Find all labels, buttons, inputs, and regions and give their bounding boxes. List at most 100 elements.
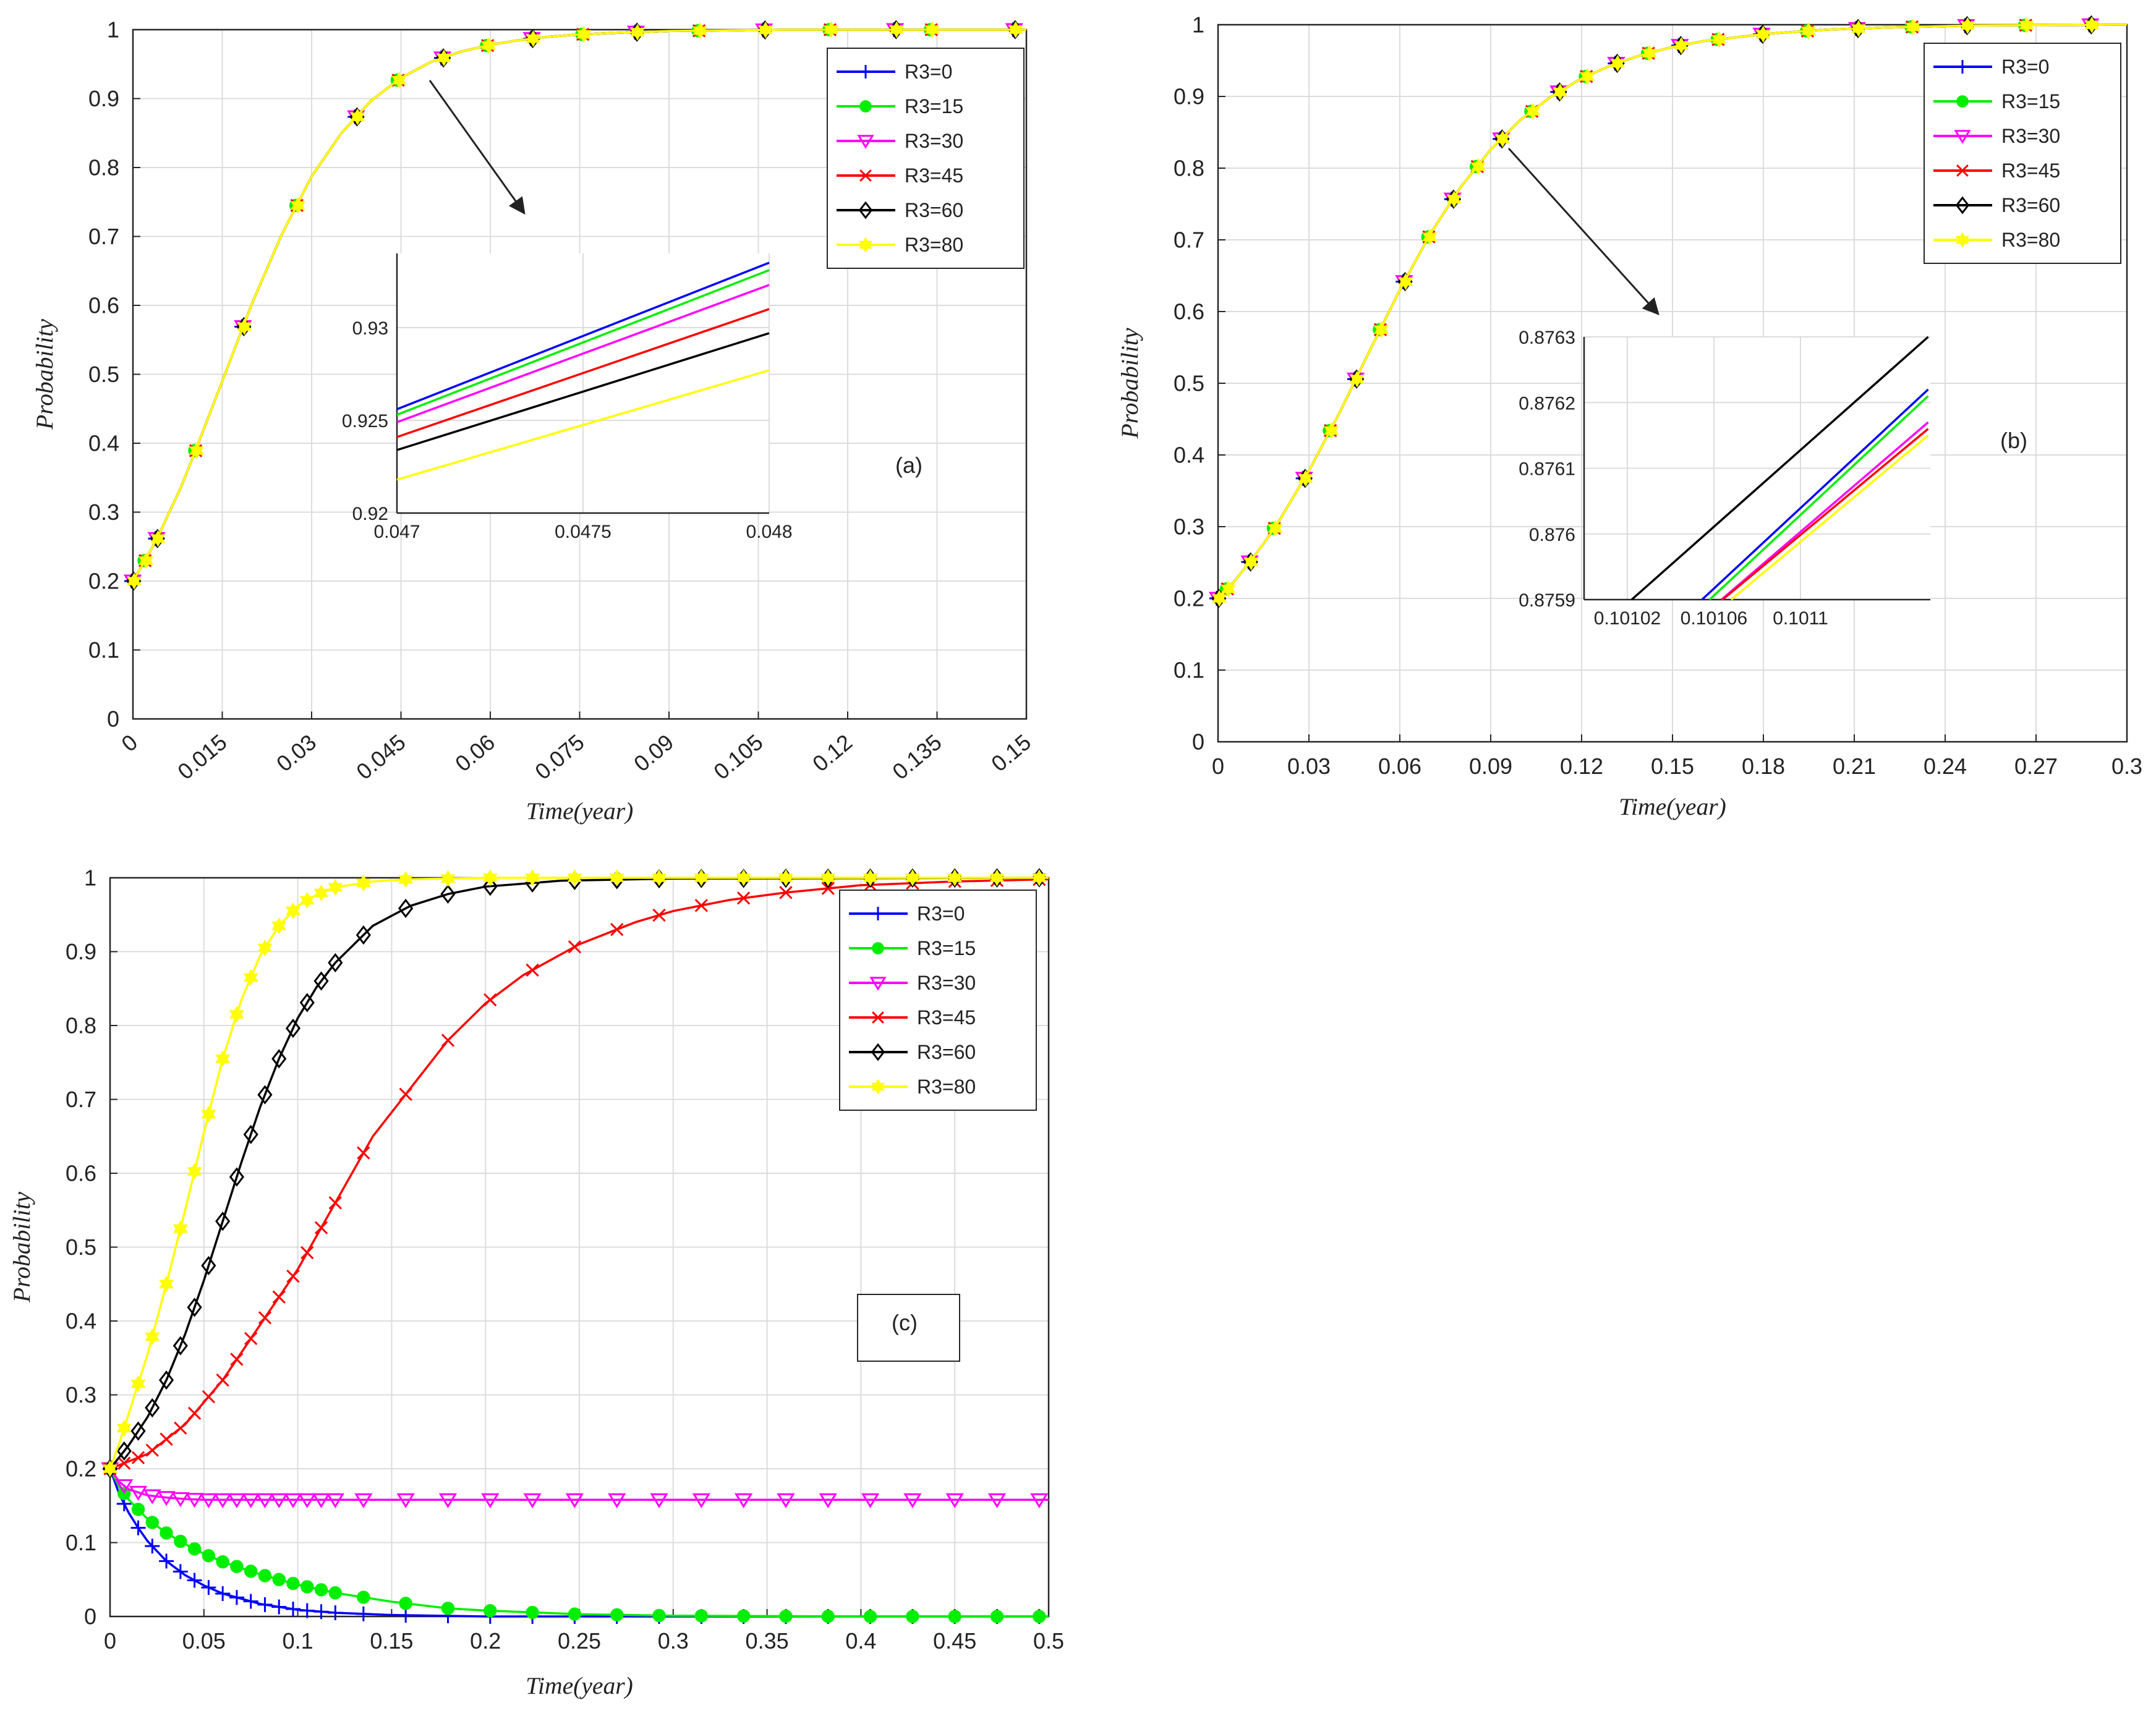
y-axis-label: Probability: [1116, 328, 1143, 439]
inset-x-tick-label: 0.10102: [1594, 608, 1661, 629]
data-point: [243, 1594, 258, 1609]
y-tick-label: 0.7: [1174, 227, 1204, 253]
data-point: [1033, 1610, 1046, 1623]
data-point: [286, 1269, 300, 1283]
legend-marker: [871, 1043, 885, 1061]
data-point: [1268, 520, 1283, 537]
inset-y-tick-label: 0.925: [342, 411, 388, 431]
x-tick-label: 0.015: [173, 729, 231, 784]
legend-entry: R3=30: [905, 130, 963, 152]
data-point: [821, 881, 835, 895]
legend-marker: [1955, 196, 1970, 214]
legend-entry: R3=15: [2001, 90, 2060, 113]
data-point: [300, 1246, 314, 1260]
inset-y-tick-label: 0.93: [352, 318, 388, 339]
y-tick-label: 0: [1192, 729, 1204, 755]
legend-entry: R3=60: [917, 1041, 976, 1063]
legend-entry: R3=80: [905, 234, 963, 256]
data-point: [258, 1569, 272, 1582]
data-point: [185, 1493, 204, 1508]
y-tick-label: 0.9: [88, 86, 119, 111]
data-point: [313, 971, 329, 991]
data-point: [174, 1421, 187, 1435]
data-point: [173, 1220, 188, 1238]
inset-x-tick-label: 0.0475: [555, 522, 611, 542]
x-tick-label: 0.4: [845, 1628, 876, 1654]
x-tick-label: 0.12: [1560, 754, 1603, 779]
data-point: [694, 899, 709, 912]
zoom-inset: 0.047 0.0475 0.048 0.92 0.925 0.93: [342, 253, 793, 542]
x-tick-label: 0.09: [1469, 754, 1512, 779]
data-point: [270, 1493, 288, 1508]
data-point: [285, 1018, 301, 1039]
legend-marker: [859, 169, 872, 182]
data-point: [313, 884, 329, 902]
data-point: [328, 953, 343, 973]
legend-entry: R3=60: [2001, 194, 2060, 216]
inset-line-R3=60: [1630, 336, 1929, 601]
data-point: [1610, 54, 1626, 72]
data-point: [438, 1493, 458, 1508]
data-point: [820, 869, 836, 886]
x-tick-label: 0.35: [746, 1628, 789, 1654]
data-point: [861, 1493, 880, 1508]
y-tick-label: 0.5: [88, 362, 119, 387]
data-point: [2084, 16, 2099, 33]
data-point: [356, 925, 371, 945]
data-point: [202, 1549, 216, 1563]
data-point: [819, 1493, 837, 1508]
data-point: [228, 1493, 246, 1508]
data-point: [230, 1560, 244, 1573]
y-tick-label: 0.3: [88, 499, 119, 525]
data-point: [229, 1590, 244, 1605]
x-tick-label: 0.15: [1651, 754, 1694, 779]
inset-y-tick-label: 0.8761: [1519, 459, 1575, 480]
data-point: [173, 1336, 188, 1356]
data-point: [925, 21, 940, 38]
data-point: [652, 1608, 666, 1623]
inset-y-tick-label: 0.8763: [1519, 328, 1575, 348]
data-point: [889, 21, 904, 38]
data-point: [215, 1050, 230, 1068]
y-tick-label: 0.4: [1174, 443, 1204, 468]
data-point: [441, 1034, 455, 1047]
legend-marker: [1956, 60, 1969, 74]
data-point: [143, 1489, 161, 1505]
data-point: [987, 1493, 1007, 1508]
data-point: [145, 1539, 160, 1554]
data-point: [1642, 45, 1657, 62]
data-point: [202, 1390, 216, 1404]
data-point: [398, 1607, 414, 1623]
data-point: [127, 572, 142, 590]
data-point: [1350, 370, 1365, 388]
x-tick-label: 0.135: [887, 729, 946, 784]
series-R3=30: [101, 1462, 1049, 1508]
data-point: [396, 1493, 415, 1508]
data-point: [440, 884, 456, 904]
data-point: [399, 1597, 412, 1610]
data-point: [299, 993, 315, 1013]
data-point: [1851, 20, 1866, 37]
data-point: [694, 869, 709, 886]
inset-y-tick-label: 0.92: [352, 504, 388, 524]
data-point: [187, 1542, 202, 1556]
data-point: [328, 1196, 342, 1210]
data-point: [483, 869, 498, 886]
data-point: [350, 108, 365, 125]
inset-x-tick-label: 0.10106: [1681, 608, 1747, 629]
x-tick-label: 0.27: [2014, 754, 2058, 779]
data-point: [129, 1485, 148, 1501]
data-point: [117, 1456, 131, 1470]
data-point: [230, 1353, 244, 1366]
legend-entry: R3=15: [905, 95, 963, 117]
data-point: [187, 1573, 202, 1588]
data-point: [526, 30, 541, 48]
data-point: [526, 963, 539, 977]
x-tick-label: 0.15: [370, 1628, 413, 1654]
data-point: [117, 1419, 132, 1437]
x-tick-label: 0.12: [807, 729, 857, 776]
data-point: [160, 1526, 173, 1540]
y-tick-label: 0.2: [66, 1456, 96, 1482]
data-point: [779, 1609, 793, 1623]
data-point: [565, 1493, 584, 1508]
